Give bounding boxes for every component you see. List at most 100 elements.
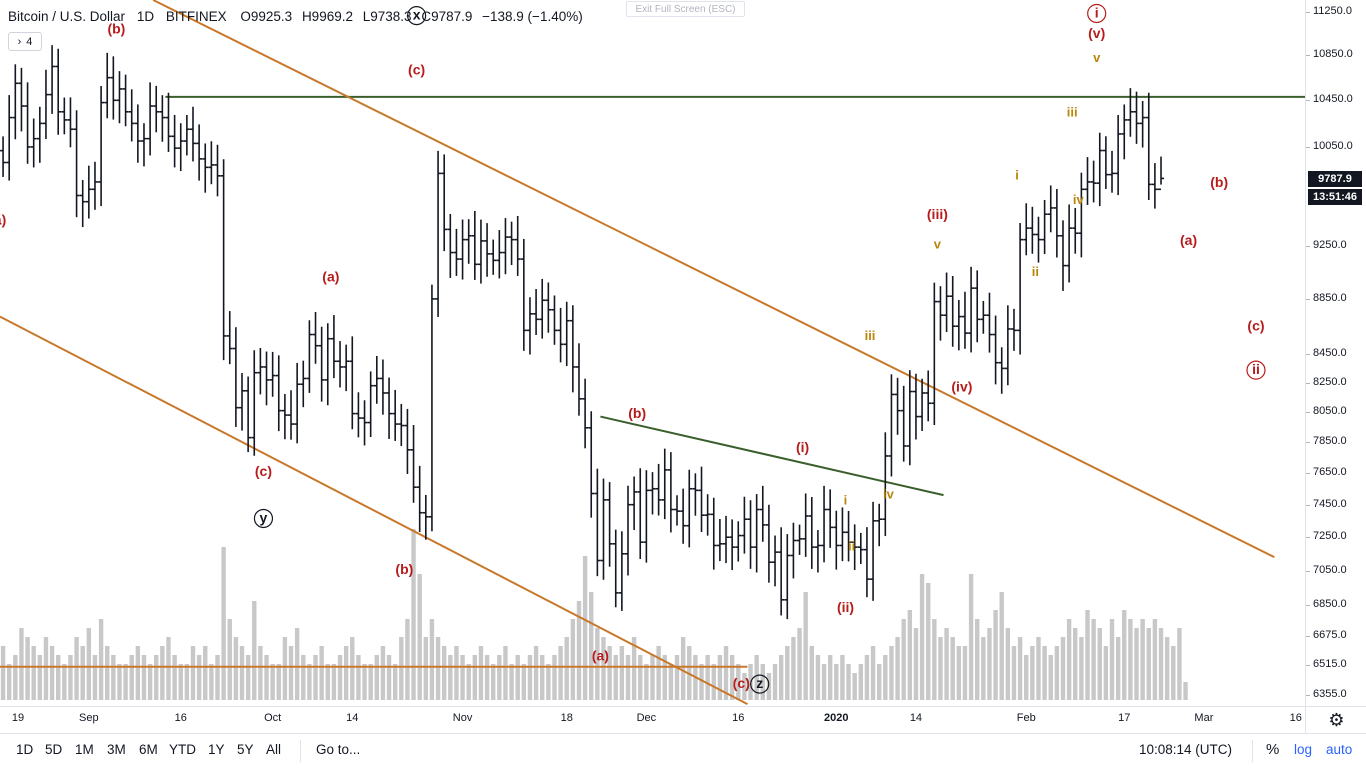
wave-label-text: (b) <box>1210 174 1228 190</box>
volume-bar <box>227 619 232 700</box>
volume-bar <box>809 646 814 700</box>
volume-bar <box>343 646 349 700</box>
ohlc-bar <box>67 97 74 148</box>
volume-bar <box>619 646 625 700</box>
range-button-ytd[interactable]: YTD <box>169 742 196 757</box>
wave-label: i <box>844 493 848 508</box>
volume-bar <box>503 646 508 700</box>
ohlc-bar <box>624 485 631 576</box>
volume-bar <box>1079 637 1084 700</box>
symbol-title[interactable]: Bitcoin / U.S. Dollar <box>8 9 126 24</box>
volume-bar <box>221 547 226 700</box>
volume-bar <box>950 637 955 700</box>
time-tick-label: Nov <box>452 712 473 724</box>
range-button-5d[interactable]: 5D <box>45 742 63 757</box>
ohlc-bar <box>790 522 797 579</box>
ohlc-bar <box>55 48 62 135</box>
ohlc-bar <box>968 266 975 353</box>
ohlc-bar <box>955 299 962 351</box>
price-tick-label: 6355.0 <box>1313 687 1347 700</box>
volume-bar <box>435 637 441 700</box>
trendline-triangle-top[interactable] <box>600 415 944 497</box>
ohlc-bar <box>171 114 178 168</box>
range-button-6m[interactable]: 6M <box>139 742 158 757</box>
ohlc-bar <box>545 282 552 333</box>
ohlc-bar <box>140 123 147 167</box>
ohlc-bar <box>1072 207 1079 254</box>
volume-bar <box>778 655 784 700</box>
wave-label: iii <box>1067 104 1078 119</box>
ohlc-bar <box>1158 156 1165 191</box>
utc-clock[interactable]: 10:08:14 (UTC) <box>1139 742 1233 757</box>
trendline-channel-lower[interactable] <box>0 315 748 705</box>
range-button-all[interactable]: All <box>266 742 282 757</box>
exit-fullscreen-button[interactable]: Exit Full Screen (ESC) <box>626 1 745 17</box>
ohlc-bar <box>330 315 337 379</box>
price-axis[interactable]: 11250.0 10850.0 10450.0 10050.0 9250.0 8850.0… <box>1305 0 1366 706</box>
ohlc-bar <box>1041 199 1048 255</box>
volume-bar <box>368 664 373 700</box>
ohlc-bar <box>1017 223 1024 355</box>
volume-bar <box>92 655 98 700</box>
volume-bar <box>834 664 839 700</box>
range-button-1m[interactable]: 1M <box>75 742 94 757</box>
ohlc-bar <box>73 110 80 218</box>
ohlc-bar <box>594 468 601 577</box>
ohlc-bar <box>710 497 717 570</box>
ohlc-bar <box>1035 216 1042 263</box>
price-chart[interactable]: (b)a)x(c)(a)(c)y(b)(b)(a)(i)(c)z(ii)iiii… <box>0 0 1305 706</box>
ohlc-bar <box>36 106 43 163</box>
wave-label-text: (v) <box>1088 25 1105 41</box>
indicators-toggle-button[interactable]: › 4 <box>8 32 42 51</box>
percent-scale-button[interactable]: % <box>1266 741 1280 758</box>
volume-bar <box>999 592 1004 700</box>
wave-label-text: iii <box>1067 104 1078 119</box>
volume-bar <box>913 628 919 700</box>
volume-bar <box>607 646 612 700</box>
volume-bar <box>98 619 104 700</box>
goto-button[interactable]: Go to... <box>316 742 361 757</box>
ohlc-bar <box>649 472 656 515</box>
interval-label[interactable]: 1D <box>136 9 155 24</box>
volume-bar <box>1134 628 1139 700</box>
time-axis[interactable]: 19 Sep 16 Oct 14 Nov 18 Dec 16 2020 14 Feb 17 Mar 16 <box>0 706 1305 733</box>
wave-label-text: (b) <box>395 561 413 577</box>
volume-bar <box>1042 646 1047 700</box>
range-button-1d[interactable]: 1D <box>16 742 34 757</box>
volume-bar <box>717 655 723 700</box>
ohlc-bar <box>477 219 484 284</box>
volume-bar <box>319 646 324 700</box>
volume-bar <box>962 646 968 700</box>
ohlc-bar <box>177 123 184 172</box>
ohlc-bar <box>1078 172 1085 258</box>
wave-label: y <box>253 508 274 529</box>
volume-bar <box>19 628 24 700</box>
range-button-1y[interactable]: 1Y <box>208 742 225 757</box>
ohlc-bar <box>796 524 803 555</box>
ohlc-bar <box>667 452 674 533</box>
ohlc-bar <box>986 292 993 353</box>
ohlc-bar <box>1004 305 1011 386</box>
log-scale-button[interactable]: log <box>1294 742 1313 757</box>
ohlc-bar <box>741 496 748 554</box>
ohlc-bar <box>912 373 919 440</box>
range-button-3m[interactable]: 3M <box>107 742 126 757</box>
wave-label: (a) <box>322 268 339 284</box>
wave-label-text: (b) <box>107 21 125 37</box>
volume-bar <box>147 664 153 700</box>
ohlc-bar <box>1133 91 1140 144</box>
volume-bars <box>0 529 1188 700</box>
volume-bar <box>484 655 490 700</box>
volume-bar <box>889 646 894 700</box>
range-button-5y[interactable]: 5Y <box>237 742 254 757</box>
volume-bar <box>160 646 165 700</box>
volume-bar <box>938 637 943 700</box>
auto-scale-button[interactable]: auto <box>1326 742 1353 757</box>
ohlc-bar <box>888 374 895 477</box>
chart-settings-button[interactable]: ⚙ <box>1305 706 1366 733</box>
wave-label-text: iv <box>1073 192 1085 207</box>
volume-bar <box>1164 637 1170 700</box>
ohlc-bar <box>349 336 356 430</box>
trendline-channel-upper[interactable] <box>152 0 1275 559</box>
close-value: C9787.9 <box>421 9 473 24</box>
